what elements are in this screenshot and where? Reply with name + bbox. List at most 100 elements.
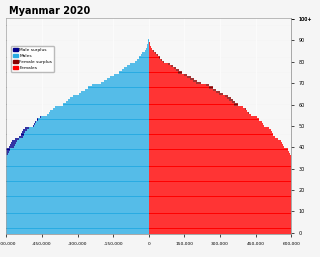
- Bar: [5, 155, 149, 157]
- Bar: [149, 168, 301, 170]
- Bar: [0, 210, 149, 213]
- Bar: [153, 50, 154, 52]
- Bar: [149, 48, 152, 50]
- Bar: [149, 91, 216, 93]
- Bar: [22, 131, 25, 133]
- Bar: [149, 206, 320, 208]
- Bar: [149, 46, 151, 48]
- Bar: [0, 157, 4, 159]
- Bar: [16, 142, 149, 144]
- Bar: [149, 95, 225, 97]
- Bar: [85, 88, 149, 91]
- Bar: [149, 221, 320, 223]
- Bar: [227, 97, 231, 99]
- Bar: [0, 172, 149, 174]
- Bar: [149, 210, 320, 213]
- Bar: [3, 159, 149, 161]
- Bar: [149, 135, 275, 138]
- Bar: [149, 163, 297, 166]
- Bar: [149, 153, 290, 155]
- Bar: [33, 125, 34, 127]
- Bar: [146, 48, 149, 50]
- Bar: [124, 67, 149, 69]
- Bar: [149, 182, 311, 185]
- Bar: [149, 198, 320, 200]
- Bar: [13, 146, 149, 148]
- Bar: [29, 127, 149, 129]
- Bar: [0, 232, 149, 234]
- Bar: [149, 104, 234, 106]
- Bar: [149, 140, 281, 142]
- Bar: [0, 161, 2, 163]
- Bar: [0, 168, 149, 170]
- Bar: [0, 200, 149, 202]
- Bar: [149, 114, 251, 116]
- Bar: [155, 52, 156, 54]
- Bar: [149, 67, 174, 69]
- Bar: [11, 142, 16, 144]
- Bar: [149, 174, 306, 176]
- Bar: [20, 138, 149, 140]
- Bar: [149, 215, 320, 217]
- Bar: [24, 133, 149, 135]
- Bar: [0, 208, 149, 210]
- Bar: [114, 74, 149, 76]
- Bar: [41, 116, 149, 118]
- Bar: [0, 178, 149, 180]
- Bar: [149, 148, 288, 151]
- Bar: [0, 176, 149, 178]
- Bar: [149, 138, 278, 140]
- Bar: [149, 80, 193, 82]
- Bar: [149, 133, 273, 135]
- Bar: [149, 61, 163, 63]
- Bar: [107, 78, 149, 80]
- Bar: [149, 106, 243, 108]
- Bar: [0, 206, 149, 208]
- Bar: [10, 148, 149, 151]
- Bar: [149, 99, 229, 101]
- Bar: [149, 217, 320, 219]
- Bar: [66, 101, 149, 104]
- Bar: [149, 232, 320, 234]
- Bar: [119, 71, 149, 74]
- Bar: [149, 76, 187, 78]
- Bar: [0, 163, 149, 166]
- Legend: Male surplus, Males, Female surplus, Females: Male surplus, Males, Female surplus, Fem…: [12, 46, 54, 72]
- Bar: [157, 54, 158, 57]
- Bar: [0, 170, 149, 172]
- Bar: [149, 50, 153, 52]
- Bar: [0, 230, 149, 232]
- Bar: [234, 104, 238, 106]
- Bar: [206, 84, 209, 86]
- Bar: [0, 193, 149, 195]
- Bar: [149, 225, 320, 227]
- Bar: [40, 116, 41, 118]
- Bar: [130, 63, 149, 65]
- Bar: [0, 215, 149, 217]
- Bar: [63, 104, 149, 106]
- Bar: [149, 44, 150, 46]
- Bar: [70, 97, 149, 99]
- Bar: [149, 123, 263, 125]
- Bar: [159, 57, 160, 59]
- Bar: [0, 195, 149, 198]
- Bar: [0, 182, 149, 185]
- Bar: [0, 219, 149, 221]
- Bar: [12, 140, 17, 142]
- Bar: [0, 198, 149, 200]
- Bar: [149, 93, 219, 95]
- Bar: [209, 86, 213, 88]
- Bar: [2, 151, 9, 153]
- Bar: [127, 65, 149, 67]
- Bar: [9, 146, 13, 148]
- Bar: [149, 227, 320, 230]
- Bar: [148, 41, 149, 44]
- Bar: [37, 118, 38, 121]
- Bar: [219, 93, 223, 95]
- Bar: [149, 101, 232, 104]
- Bar: [20, 135, 23, 138]
- Bar: [0, 191, 149, 193]
- Bar: [35, 121, 36, 123]
- Bar: [0, 213, 149, 215]
- Bar: [142, 52, 149, 54]
